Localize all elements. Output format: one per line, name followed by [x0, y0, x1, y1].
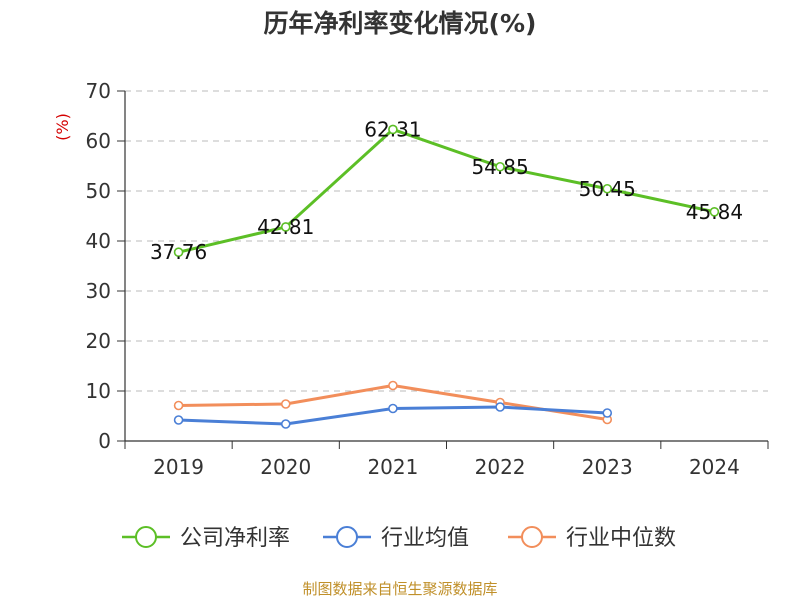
series-line-0 [178, 127, 715, 254]
legend-label-2: 行业中位数 [566, 526, 676, 551]
data-label-2019: 37.76 [150, 240, 207, 264]
series-1-point-2021 [388, 403, 398, 414]
data-labels: 37.76 42.81 62.31 54.85 50.45 45.84 [150, 117, 743, 264]
series-2-point-2021 [388, 380, 398, 391]
series-0-point-2024 [709, 207, 720, 217]
y-axis-label: (%) [53, 113, 72, 141]
y-tick-label-10: 10 [86, 379, 111, 403]
data-label-2021: 62.31 [364, 117, 421, 141]
x-tick-label-2024: 2024 [689, 455, 740, 479]
data-label-2022: 54.85 [471, 155, 528, 179]
y-tick-label-20: 20 [86, 329, 111, 353]
source-note: 制图数据来自恒生聚源数据库 [302, 580, 498, 598]
y-tick-label-70: 70 [86, 79, 111, 103]
data-label-2020: 42.81 [257, 215, 314, 239]
series-0-point-2021 [388, 124, 398, 135]
series-2-point-2020 [280, 399, 291, 409]
series-1-point-2023 [602, 408, 613, 418]
y-tick-label-60: 60 [86, 129, 111, 153]
series-1-point-2020 [280, 419, 291, 429]
series-2-point-2019 [173, 400, 184, 411]
y-tick-label-40: 40 [86, 229, 111, 253]
x-ticks: 2019 2020 2021 2022 2023 2024 [124, 441, 769, 479]
series-1-point-2019 [173, 415, 184, 425]
data-label-2023: 50.45 [579, 177, 636, 201]
legend-marker-0 [135, 526, 157, 548]
legend-marker-2 [521, 526, 543, 548]
x-tick-label-2023: 2023 [582, 455, 633, 479]
series-0-point-2019 [173, 247, 184, 257]
series-0-point-2023 [602, 183, 613, 194]
data-label-2024: 45.84 [686, 200, 743, 224]
y-tick-label-30: 30 [86, 279, 111, 303]
x-tick-label-2020: 2020 [260, 455, 311, 479]
legend: 公司净利率 行业均值 行业中位数 [122, 526, 676, 551]
legend-label-1: 行业均值 [381, 526, 469, 551]
series-0-point-2020 [280, 222, 291, 232]
legend-label-0: 公司净利率 [180, 526, 290, 551]
series-0-point-2022 [495, 161, 505, 172]
series-group [173, 124, 720, 429]
axes [124, 91, 768, 442]
x-tick-label-2022: 2022 [475, 455, 526, 479]
y-ticks: 0 10 20 30 40 50 60 70 [86, 79, 125, 453]
legend-marker-1 [336, 526, 358, 548]
x-tick-label-2019: 2019 [153, 455, 204, 479]
gridlines [125, 90, 768, 392]
series-1-point-2022 [495, 402, 505, 412]
y-tick-label-50: 50 [86, 179, 111, 203]
chart-title: 历年净利率变化情况(%) [263, 9, 537, 38]
x-tick-label-2021: 2021 [367, 455, 418, 479]
y-tick-label-0: 0 [98, 429, 111, 453]
